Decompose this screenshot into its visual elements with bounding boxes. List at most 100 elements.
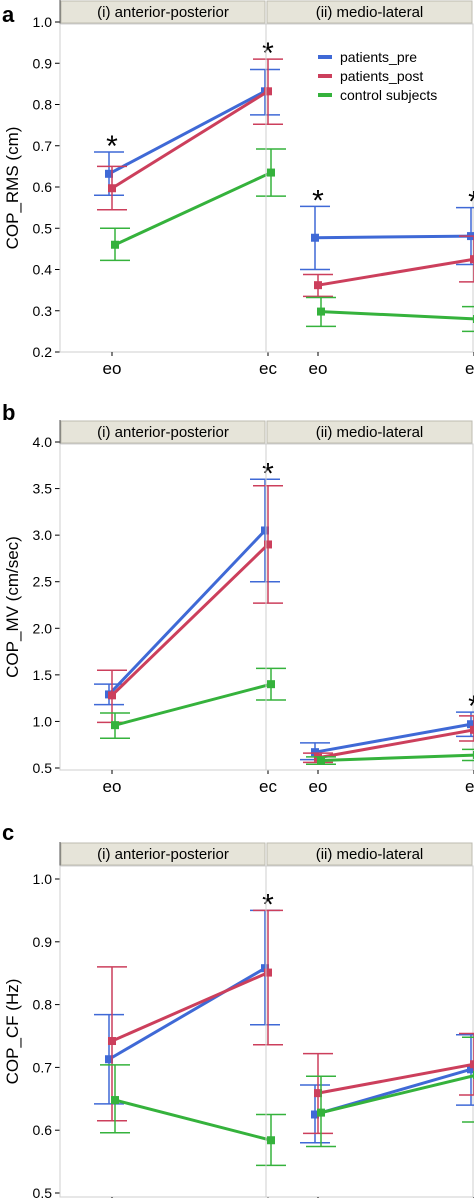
- series-post: [303, 1032, 474, 1135]
- facet-strip: [266, 842, 473, 866]
- data-point: [267, 680, 275, 689]
- x-tick-label: ec: [259, 777, 277, 796]
- series-pre: [300, 1033, 474, 1144]
- plot-frame: [59, 443, 267, 771]
- y-tick-label: 1.0: [33, 713, 53, 729]
- plot-frame: [265, 23, 474, 353]
- series-post: [97, 58, 283, 211]
- data-point: [470, 1060, 474, 1069]
- y-tick-label: 0.9: [33, 55, 53, 71]
- panel-a: a COP_RMS (cm) 0.2 0.3 0.4 0.5 0.6 0.7 0.8 0.9 1.0…: [2, 0, 474, 378]
- facet-medio-lateral: (ii) medio-lateral eo ec * *: [265, 0, 474, 378]
- y-tick-label: 0.5: [33, 760, 53, 776]
- series-post: [303, 235, 474, 298]
- significance-asterisk: *: [468, 186, 474, 219]
- y-tick-label: 0.9: [33, 934, 53, 950]
- series-line: [110, 543, 270, 697]
- data-point: [314, 281, 322, 290]
- y-tick-label: 0.6: [33, 1122, 53, 1138]
- facet-title: (ii) medio-lateral: [316, 846, 424, 863]
- series-line: [314, 722, 472, 754]
- series-line: [317, 257, 474, 287]
- y-tick-label: 0.7: [33, 1059, 53, 1075]
- series-ctrl: [100, 148, 286, 262]
- series-line: [320, 753, 474, 763]
- series-line: [320, 310, 474, 321]
- y-tick-label: 1.5: [33, 667, 53, 683]
- data-point: [108, 184, 116, 193]
- x-tick-label: ec: [465, 359, 474, 378]
- panel-letter: a: [2, 2, 15, 27]
- x-tick-label: ec: [259, 359, 277, 378]
- x-tick-label: eo: [103, 359, 122, 378]
- data-point: [317, 756, 325, 765]
- data-point: [261, 964, 269, 973]
- series-line: [114, 682, 272, 727]
- series-ctrl: [306, 748, 474, 766]
- panel-b: b COP_MV (cm/sec) 0.5 1.0 1.5 2.0 2.5 3.0 3.5 4.0…: [2, 400, 474, 796]
- y-axis-label: COP_RMS (cm): [3, 127, 22, 250]
- y-tick-label: 2.0: [33, 620, 53, 636]
- y-tick-label: 1.0: [33, 871, 53, 887]
- y-tick-label: 3.0: [33, 527, 53, 543]
- legend-label: control subjects: [340, 87, 437, 103]
- data-point: [311, 1110, 319, 1119]
- data-point: [261, 526, 269, 535]
- data-point: [264, 87, 272, 96]
- series-pre: [94, 68, 280, 196]
- facet-strip: [60, 420, 266, 444]
- significance-asterisk: *: [468, 690, 474, 723]
- data-point: [111, 240, 119, 249]
- panel-c: c COP_CF (Hz) 0.5 0.6 0.7 0.8 0.9 1.0 (i) anteri…: [2, 820, 474, 1198]
- facet-title: (ii) medio-lateral: [316, 4, 424, 21]
- x-tick-label: eo: [103, 777, 122, 796]
- facet-medio-lateral: (ii) medio-lateral eo ec *: [265, 420, 474, 796]
- y-tick-label: 0.5: [33, 1185, 53, 1198]
- data-point: [467, 720, 474, 729]
- significance-asterisk: *: [262, 457, 274, 490]
- y-tick-label: 0.7: [33, 138, 53, 154]
- y-axis-label: COP_MV (cm/sec): [3, 536, 22, 678]
- data-point: [264, 540, 272, 549]
- facet-title: (ii) medio-lateral: [316, 424, 424, 441]
- data-point: [311, 233, 319, 242]
- facet-title: (i) anterior-posterior: [97, 846, 229, 863]
- data-point: [317, 307, 325, 316]
- series-line: [111, 971, 269, 1043]
- plot-frame: [265, 443, 474, 771]
- y-tick-label: 0.5: [33, 220, 53, 236]
- data-point: [111, 1096, 119, 1105]
- y-tick-label: 1.0: [33, 14, 53, 30]
- significance-asterisk: *: [262, 37, 274, 70]
- series-line: [108, 966, 266, 1061]
- data-point: [108, 691, 116, 700]
- significance-asterisk: *: [106, 130, 118, 163]
- y-tick-label: 0.6: [33, 179, 53, 195]
- data-point: [470, 725, 474, 734]
- data-point: [108, 1037, 116, 1046]
- series-line: [108, 89, 266, 176]
- plot-frame: [59, 865, 267, 1198]
- facet-strip: [60, 0, 266, 24]
- x-tick-label: ec: [465, 777, 474, 796]
- y-tick-label: 0.8: [33, 97, 53, 113]
- facet-strip: [60, 842, 266, 866]
- x-tick-label: eo: [309, 359, 328, 378]
- series-ctrl: [306, 296, 474, 333]
- y-tick-label: 0.2: [33, 344, 53, 360]
- series-line: [107, 529, 267, 696]
- series-ctrl: [100, 667, 286, 739]
- data-point: [314, 1089, 322, 1098]
- series-line: [314, 234, 472, 240]
- data-point: [111, 721, 119, 730]
- facet-title: (i) anterior-posterior: [97, 4, 229, 21]
- series-line: [111, 90, 269, 190]
- y-axis-label: COP_CF (Hz): [3, 979, 22, 1085]
- series-line: [114, 171, 272, 247]
- series-pre: [300, 205, 474, 271]
